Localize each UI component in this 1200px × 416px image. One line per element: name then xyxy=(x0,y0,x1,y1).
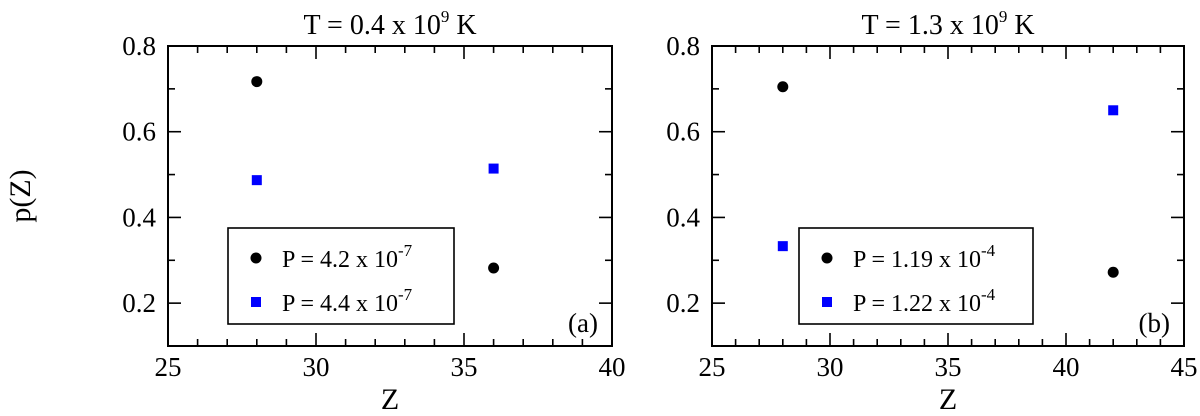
y-tick-label: 0.2 xyxy=(122,288,156,318)
data-point-circle xyxy=(1107,266,1119,278)
x-tick-label: 25 xyxy=(155,352,182,382)
panel-label: (b) xyxy=(1139,308,1170,338)
x-axis-label: Z xyxy=(939,383,957,416)
legend-box xyxy=(798,227,1034,325)
data-point-circle xyxy=(488,262,500,274)
legend: P = 1.19 x 10-4 P = 1.22 x 10-4 xyxy=(798,227,1034,325)
x-tick-label: 25 xyxy=(699,352,726,382)
y-tick-label: 0.2 xyxy=(666,288,700,318)
panel-label: (a) xyxy=(568,308,598,338)
data-point-circle xyxy=(251,76,263,88)
legend-box xyxy=(227,227,455,325)
panel-title: T = 0.4 x 109 K xyxy=(303,7,476,41)
x-axis-label: Z xyxy=(381,383,399,416)
x-tick-label: 45 xyxy=(1171,352,1198,382)
y-tick-label: 0.4 xyxy=(122,202,156,232)
data-point-square xyxy=(488,163,499,174)
legend-marker-square xyxy=(822,297,832,307)
x-tick-label: 40 xyxy=(599,352,626,382)
panel-title: T = 1.3 x 109 K xyxy=(861,7,1034,41)
x-tick-label: 35 xyxy=(451,352,478,382)
x-tick-label: 35 xyxy=(935,352,962,382)
panel-b: 25 30 35 40 45 0.2 0.4 0.6 0.8 Z T = 1.3 x 109 K (b… xyxy=(666,7,1197,416)
x-tick-label: 30 xyxy=(303,352,330,382)
legend-entry-label: P = 4.4 x 10-7 xyxy=(282,285,413,317)
data-point-square xyxy=(777,241,788,252)
y-tick-label: 0.8 xyxy=(666,31,700,61)
legend-entry-label: P = 1.22 x 10-4 xyxy=(853,285,996,317)
legend-marker-square xyxy=(251,297,261,307)
y-tick-label: 0.8 xyxy=(122,31,156,61)
data-point-circle xyxy=(777,81,789,93)
legend: P = 4.2 x 10-7 P = 4.4 x 10-7 xyxy=(227,227,455,325)
data-point-square xyxy=(251,175,262,186)
y-tick-label: 0.6 xyxy=(666,117,700,147)
x-tick-label: 40 xyxy=(1053,352,1080,382)
plot-frame xyxy=(167,45,613,347)
legend-marker-circle xyxy=(250,252,262,264)
y-tick-label: 0.6 xyxy=(122,117,156,147)
legend-marker-circle xyxy=(821,252,833,264)
y-tick-label: 0.4 xyxy=(666,202,700,232)
x-tick-label: 30 xyxy=(817,352,844,382)
data-point-square xyxy=(1108,105,1119,116)
legend-entry-label: P = 4.2 x 10-7 xyxy=(282,241,413,273)
y-axis-label: p(Z) xyxy=(4,169,37,222)
legend-entry-label: P = 1.19 x 10-4 xyxy=(853,241,996,273)
panel-a: 25 30 35 40 0.2 0.4 0.6 0.8 Zp(Z) T = 0.4 x 109 K… xyxy=(4,7,626,416)
